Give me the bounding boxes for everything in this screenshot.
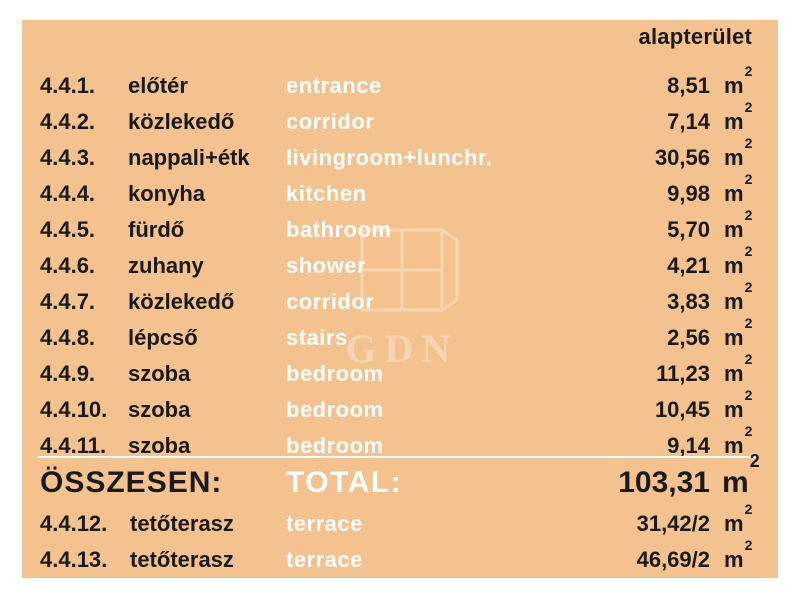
room-name-hu: konyha (128, 181, 206, 206)
room-name-en: entrance (286, 73, 382, 98)
room-code: 4.4.4. (40, 181, 96, 206)
room-name-en: terrace (286, 547, 363, 572)
total-label-en: TOTAL: (286, 466, 403, 499)
room-name-hu: lépcső (128, 325, 198, 350)
room-name-hu: szoba (128, 361, 191, 386)
room-code: 4.4.3. (40, 145, 96, 170)
total-divider (38, 456, 758, 458)
room-area: 5,70 (667, 217, 710, 242)
table-row: 4.4.13. tetőterasz terrace 46,69/2 m2 (22, 537, 778, 578)
room-name-hu: előtér (128, 73, 188, 98)
table-row: 4.4.3. nappali+étk livingroom+lunchr. 30… (22, 135, 778, 176)
room-code: 4.4.6. (40, 253, 96, 278)
room-area: 7,14 (667, 109, 710, 134)
table-row: 4.4.6. zuhany shower 4,21 m2 (22, 243, 778, 284)
room-area: 9,98 (667, 181, 710, 206)
room-area: 2,56 (667, 325, 710, 350)
room-area: 31,42/2 (636, 511, 710, 536)
room-name-hu: nappali+étk (128, 145, 250, 170)
room-name-hu: közlekedő (128, 109, 235, 134)
area-unit: m2 (724, 135, 753, 170)
total-row: ÖSSZESEN: TOTAL: 103,31 m2 (22, 451, 778, 506)
room-name-en: terrace (286, 511, 363, 536)
room-name-hu: tetőterasz (130, 511, 234, 536)
area-unit: m2 (724, 423, 753, 458)
area-column-header: alapterület (638, 24, 752, 49)
table-row: 4.4.12. tetőterasz terrace 31,42/2 m2 (22, 501, 778, 542)
table-row: 4.4.4. konyha kitchen 9,98 m2 (22, 171, 778, 212)
table-row: 4.4.5. fürdő bathroom 5,70 m2 (22, 207, 778, 248)
room-code: 4.4.13. (40, 547, 108, 572)
room-name-en: livingroom+lunchr. (286, 145, 493, 170)
room-code: 4.4.9. (40, 361, 96, 386)
room-name-en: shower (286, 253, 367, 278)
room-name-hu: tetőterasz (130, 547, 234, 572)
area-unit: m2 (724, 99, 753, 134)
area-unit: m2 (724, 501, 753, 536)
room-name-en: stairs (286, 325, 348, 350)
room-area: 46,69/2 (636, 547, 710, 572)
room-name-hu: zuhany (128, 253, 204, 278)
room-area: 10,45 (654, 397, 710, 422)
area-unit: m2 (724, 279, 753, 314)
area-unit: m2 (724, 207, 753, 242)
area-unit: m2 (724, 63, 753, 98)
table-row: 4.4.1. előtér entrance 8,51 m2 (22, 63, 778, 104)
room-name-hu: szoba (128, 397, 191, 422)
area-unit: m2 (724, 387, 753, 422)
room-area: 3,83 (667, 289, 710, 314)
room-name-hu: közlekedő (128, 289, 235, 314)
area-unit: m2 (724, 243, 753, 278)
table-row: 4.4.9. szoba bedroom 11,23 m2 (22, 351, 778, 392)
room-name-en: kitchen (286, 181, 367, 206)
table-row: 4.4.8. lépcső stairs 2,56 m2 (22, 315, 778, 356)
room-name-hu: szoba (128, 433, 191, 458)
room-area: 30,56 (654, 145, 710, 170)
total-area: 103,31 (618, 466, 710, 499)
total-label-hu: ÖSSZESEN: (40, 466, 223, 499)
table-row: 4.4.10. szoba bedroom 10,45 m2 (22, 387, 778, 428)
room-code: 4.4.1. (40, 73, 96, 98)
table-row: 4.4.11. szoba bedroom 9,14 m2 (22, 423, 778, 464)
room-area: 4,21 (667, 253, 710, 278)
room-name-en: corridor (286, 109, 375, 134)
area-unit: m2 (724, 315, 753, 350)
room-name-hu: fürdő (128, 217, 185, 242)
room-code: 4.4.10. (40, 397, 108, 422)
room-name-en: bedroom (286, 397, 384, 422)
room-code: 4.4.11. (40, 433, 107, 458)
table-row: 4.4.7. közlekedő corridor 3,83 m2 (22, 279, 778, 320)
room-area: 9,14 (667, 433, 710, 458)
room-name-en: bedroom (286, 361, 384, 386)
room-name-en: bedroom (286, 433, 384, 458)
area-table: alapterület 4.4.1. előtér entrance 8,51 … (22, 20, 778, 578)
room-code: 4.4.8. (40, 325, 96, 350)
room-name-en: bathroom (286, 217, 392, 242)
table-row: 4.4.2. közlekedő corridor 7,14 m2 (22, 99, 778, 140)
area-unit: m2 (724, 537, 753, 572)
room-area: 11,23 (656, 361, 710, 386)
room-code: 4.4.7. (40, 289, 96, 314)
area-unit: m2 (724, 171, 753, 206)
room-code: 4.4.2. (40, 109, 96, 134)
room-code: 4.4.12. (40, 511, 108, 536)
room-area: 8,51 (667, 73, 710, 98)
room-name-en: corridor (286, 289, 375, 314)
room-code: 4.4.5. (40, 217, 96, 242)
area-unit: m2 (722, 451, 760, 499)
area-unit: m2 (724, 351, 753, 386)
